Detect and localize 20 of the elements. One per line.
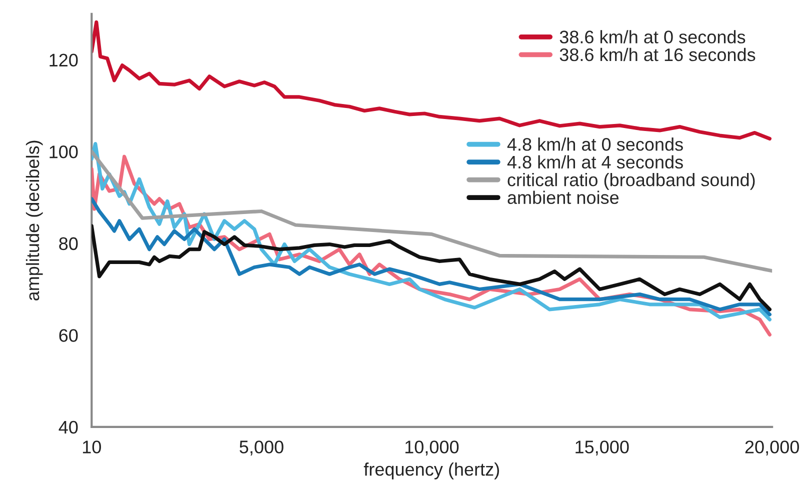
y-tick-label: 120 bbox=[50, 54, 78, 67]
y-tick-label: 60 bbox=[59, 329, 78, 342]
y-axis-title: amplitude (decibels) bbox=[26, 140, 43, 300]
legend-label: ambient noise bbox=[508, 190, 619, 204]
line-series bbox=[92, 224, 772, 312]
legend-label: 38.6 km/h at 0 seconds bbox=[560, 30, 746, 44]
x-tick-label: 10,000 bbox=[405, 440, 459, 456]
legend-label: 4.8 km/h at 0 seconds bbox=[507, 138, 683, 151]
x-tick-label: 5,000 bbox=[240, 440, 284, 456]
x-tick-label: 15,000 bbox=[576, 440, 629, 456]
line-series bbox=[92, 150, 772, 273]
legend-label: 38.6 km/h at 16 seconds bbox=[560, 48, 756, 62]
legend-label: critical ratio (broadband sound) bbox=[508, 173, 755, 190]
x-axis-title: frequency (hertz) bbox=[364, 462, 499, 480]
y-tick-label: 80 bbox=[59, 237, 78, 250]
legend-label: 4.8 km/h at 4 seconds bbox=[507, 155, 683, 169]
y-tick-label: 100 bbox=[50, 146, 78, 158]
x-tick-label: 20,000 bbox=[745, 440, 799, 456]
y-tick-label: 40 bbox=[58, 420, 78, 434]
x-tick-label: 10 bbox=[82, 440, 101, 454]
